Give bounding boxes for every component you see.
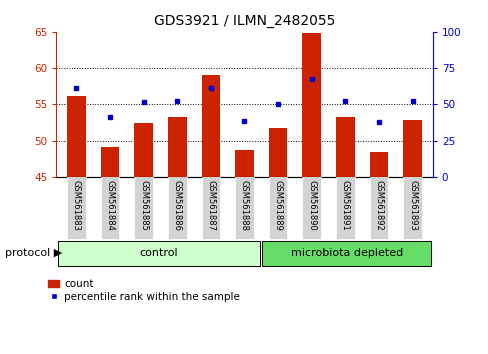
Bar (67, 96, 85, 177)
Text: GSM561886: GSM561886 (172, 180, 182, 231)
Bar (101, 147, 119, 177)
Text: GSM561887: GSM561887 (206, 180, 215, 231)
Bar (335, 118, 354, 177)
Bar (168, 118, 186, 177)
Text: GSM561884: GSM561884 (105, 180, 114, 231)
Text: GSM561890: GSM561890 (306, 180, 316, 231)
Text: GSM561888: GSM561888 (240, 180, 248, 231)
Bar (369, 152, 387, 177)
Text: GSM561891: GSM561891 (340, 180, 349, 231)
Bar (302, 33, 320, 177)
Text: GSM561889: GSM561889 (273, 180, 282, 231)
Title: GDS3921 / ILMN_2482055: GDS3921 / ILMN_2482055 (154, 14, 334, 28)
Bar (403, 120, 421, 177)
Text: GSM561885: GSM561885 (139, 180, 148, 231)
Text: control: control (140, 248, 178, 258)
Legend: count, percentile rank within the sample: count, percentile rank within the sample (44, 275, 244, 306)
Text: microbiota depleted: microbiota depleted (290, 248, 402, 258)
Text: GSM561892: GSM561892 (374, 180, 383, 231)
Text: GSM561893: GSM561893 (407, 180, 416, 231)
Text: GSM561883: GSM561883 (72, 180, 81, 231)
Bar (201, 75, 220, 177)
Bar (268, 128, 287, 177)
Bar (235, 150, 253, 177)
Bar (134, 122, 153, 177)
Text: protocol ▶: protocol ▶ (5, 248, 62, 258)
